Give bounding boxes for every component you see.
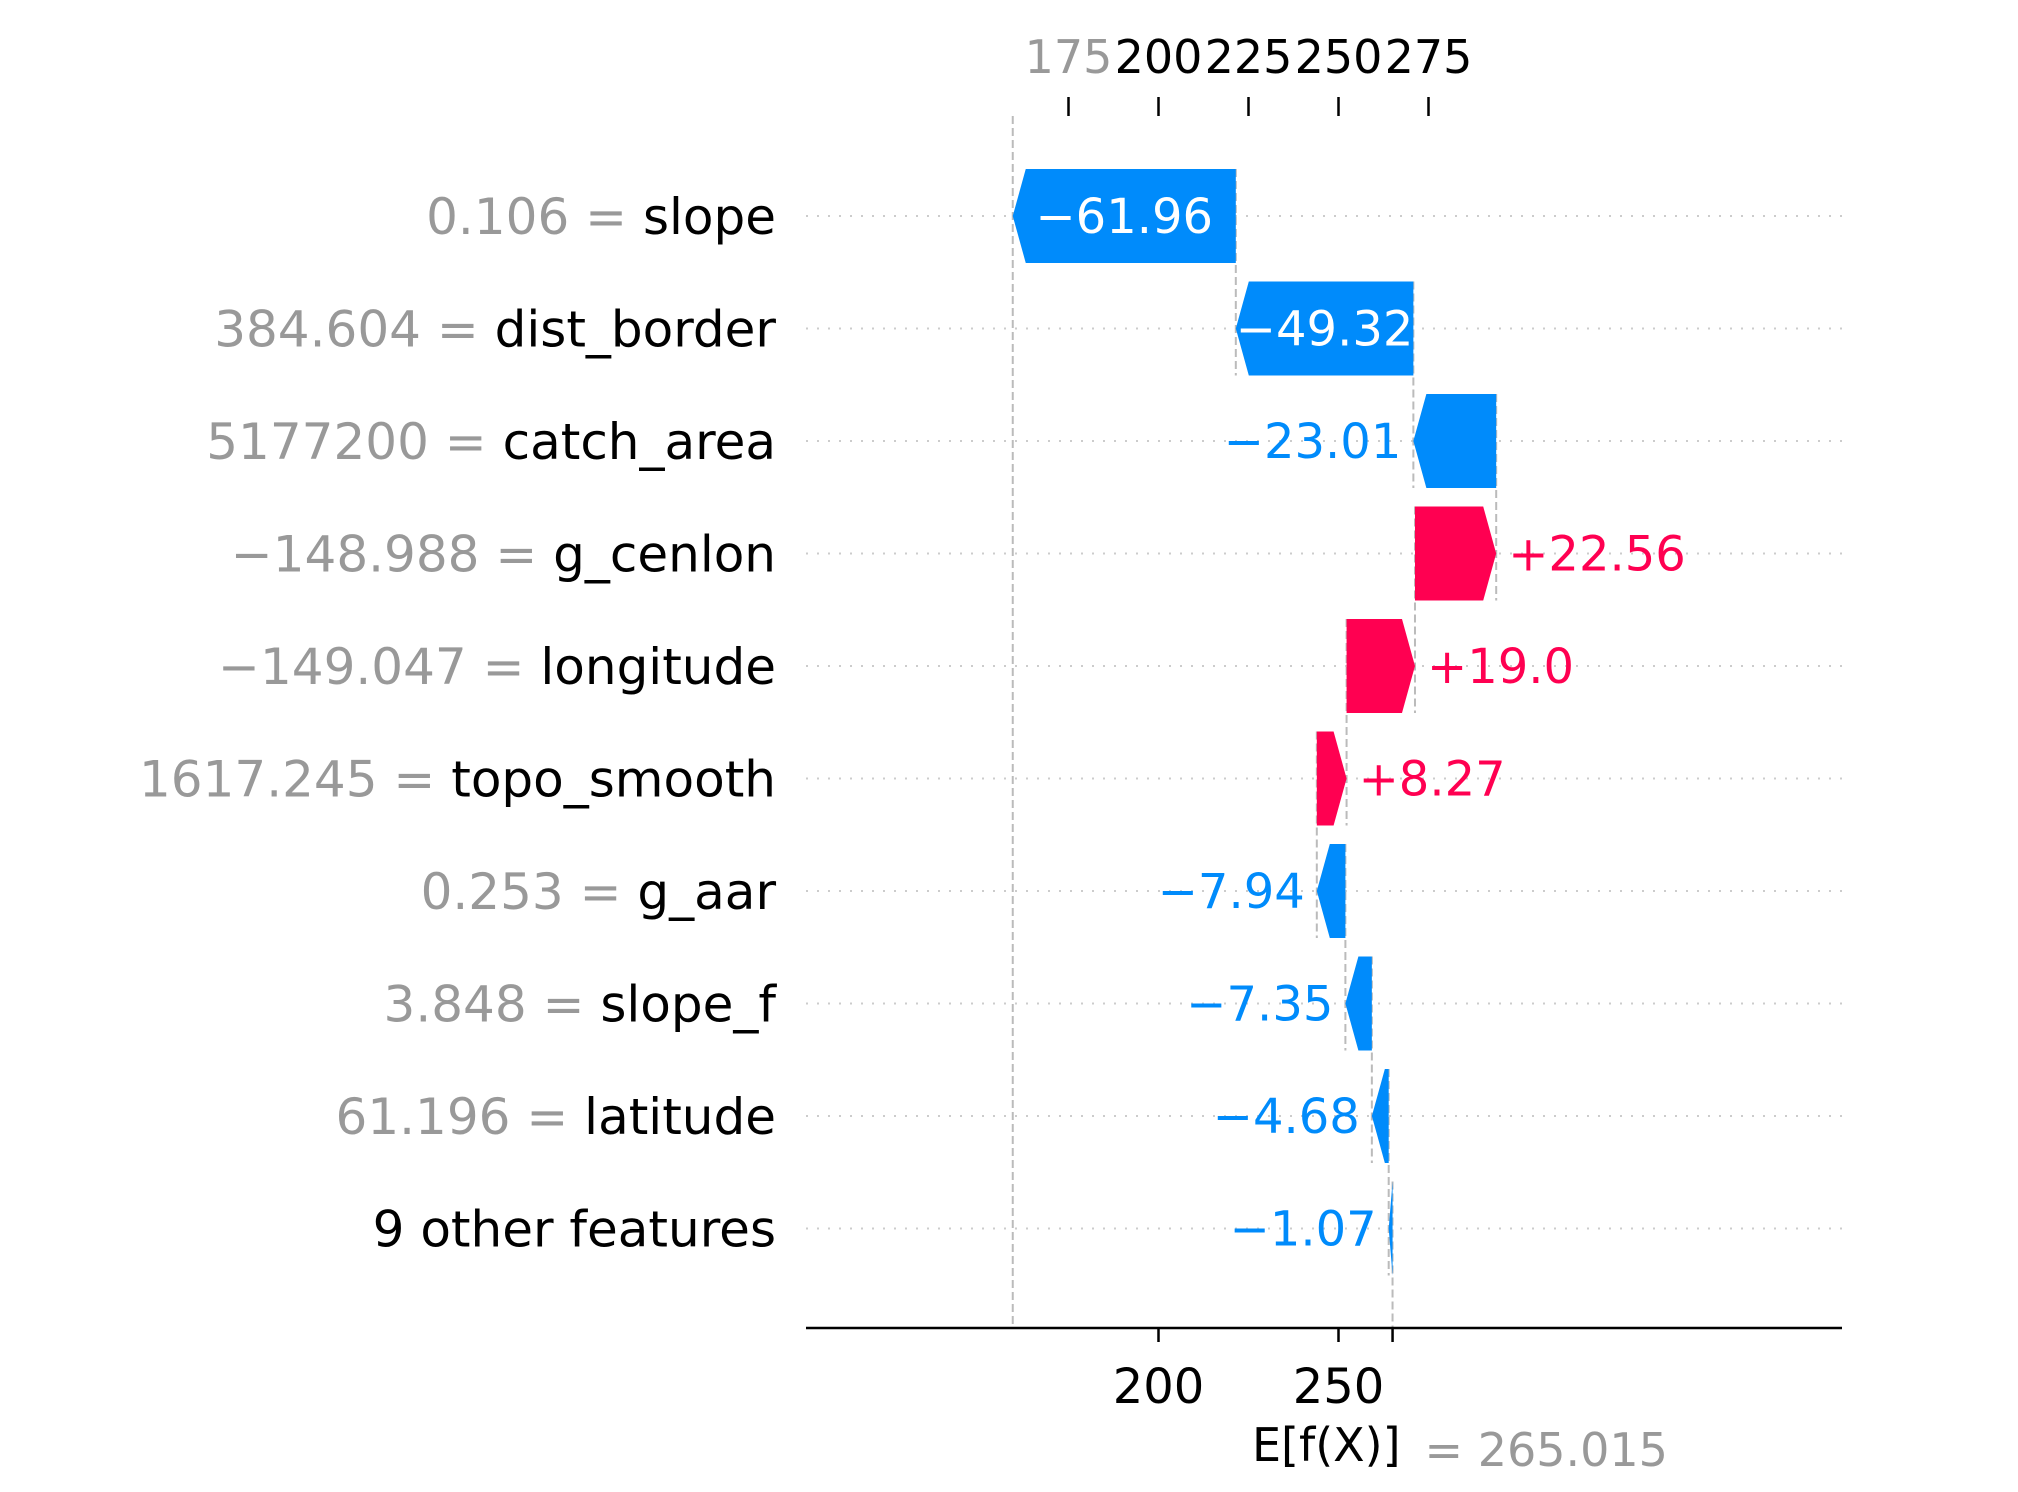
feature-label: 3.848 = slope_f	[384, 976, 778, 1034]
feature-value: 1617.245 =	[139, 751, 451, 809]
waterfall-bar-9-other-features	[1388, 1181, 1393, 1276]
feature-name: g_aar	[637, 863, 776, 921]
top-tick-label: 275	[1385, 30, 1473, 84]
waterfall-bar-longitude	[1346, 619, 1415, 713]
feature-label: 9 other features	[373, 1201, 776, 1259]
feature-value: 5177200 =	[206, 413, 502, 471]
feature-name: slope	[643, 188, 776, 246]
waterfall-bar-latitude	[1371, 1069, 1389, 1163]
bar-value-label: −7.94	[1158, 864, 1305, 920]
bar-value-label: −49.32	[1236, 302, 1414, 358]
waterfall-bar-g_cenlon	[1414, 506, 1497, 601]
feature-label: 1617.245 = topo_smooth	[139, 751, 776, 809]
waterfall-bar-topo_smooth	[1316, 731, 1347, 826]
feature-name: latitude	[584, 1088, 776, 1146]
feature-name: catch_area	[503, 413, 776, 471]
waterfall-bar-slope	[1012, 169, 1236, 263]
feature-value: 384.604 =	[214, 301, 494, 359]
bottom-tick-label: 250	[1293, 1359, 1385, 1415]
base-value-label: = 265.015	[1425, 1423, 1668, 1477]
feature-value: 0.106 =	[426, 188, 643, 246]
feature-value: −149.047 =	[218, 638, 540, 696]
bar-value-label: −61.96	[1035, 189, 1213, 245]
bar-value-label: +19.0	[1427, 639, 1574, 695]
labels-layer: −61.96 0.106 = slope −49.32 384.604 = dist_…	[139, 188, 1686, 1259]
feature-label: 0.253 = g_aar	[421, 863, 777, 921]
feature-label: 61.196 = latitude	[336, 1088, 776, 1146]
bar-value-label: +22.56	[1508, 527, 1686, 583]
bar-value-label: −7.35	[1186, 977, 1333, 1033]
top-tick-label: 200	[1115, 30, 1203, 84]
feature-name: slope_f	[600, 976, 777, 1034]
top-tick-label: 250	[1295, 30, 1383, 84]
base-value-symbol: E[f(X)]	[1252, 1418, 1401, 1472]
bar-value-label: −1.07	[1230, 1202, 1377, 1258]
feature-name: 9 other features	[373, 1201, 776, 1259]
feature-label: 0.106 = slope	[426, 188, 776, 246]
feature-name: g_cenlon	[553, 526, 776, 584]
feature-name: dist_border	[495, 301, 777, 359]
bar-value-label: −4.68	[1213, 1089, 1360, 1145]
feature-name: longitude	[540, 638, 776, 696]
feature-name: topo_smooth	[451, 751, 776, 809]
waterfall-bar-catch_area	[1413, 394, 1497, 488]
feature-label: 384.604 = dist_border	[214, 301, 776, 359]
bars-layer	[1012, 169, 1497, 1276]
bar-value-label: −23.01	[1224, 414, 1402, 470]
feature-label: −148.988 = g_cenlon	[231, 526, 776, 584]
feature-value: 3.848 =	[384, 976, 601, 1034]
feature-label: −149.047 = longitude	[218, 638, 776, 696]
top-tick-label: 175	[1025, 30, 1113, 84]
waterfall-bar-slope_f	[1345, 956, 1372, 1051]
bottom-tick-label: 200	[1113, 1359, 1205, 1415]
waterfall-bar-dist_border	[1235, 281, 1414, 376]
bar-value-label: +8.27	[1359, 752, 1506, 808]
waterfall-bar-g_aar	[1316, 844, 1346, 938]
feature-label: 5177200 = catch_area	[206, 413, 776, 471]
feature-value: 61.196 =	[336, 1088, 585, 1146]
feature-value: −148.988 =	[231, 526, 553, 584]
feature-value: 0.253 =	[421, 863, 638, 921]
top-tick-label: 225	[1205, 30, 1293, 84]
